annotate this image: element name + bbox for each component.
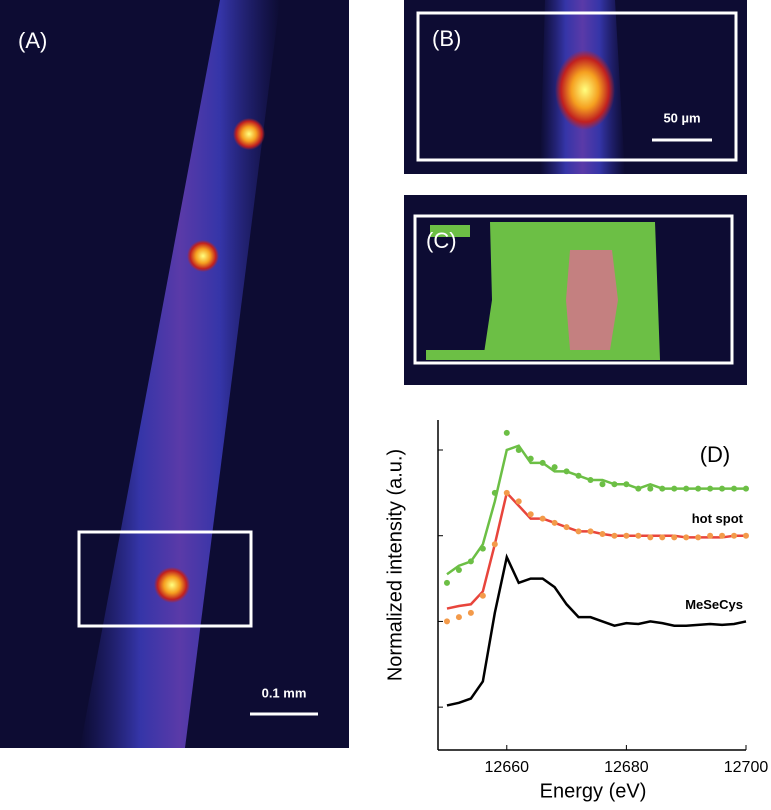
data-point bbox=[467, 609, 474, 616]
panel-b: (B) 50 µm bbox=[404, 0, 747, 174]
data-point bbox=[695, 485, 702, 492]
data-line bbox=[446, 553, 747, 707]
panel-label: (C) bbox=[426, 228, 457, 253]
data-point bbox=[647, 534, 654, 541]
data-point bbox=[563, 468, 570, 475]
data-point bbox=[635, 485, 642, 492]
hot-spot bbox=[233, 118, 265, 150]
hot-spot bbox=[154, 567, 190, 603]
series-label: MeSeCys bbox=[685, 597, 743, 612]
data-point bbox=[635, 532, 642, 539]
data-point bbox=[719, 485, 726, 492]
data-point bbox=[575, 472, 582, 479]
series-label: hot spot bbox=[692, 511, 744, 526]
data-point bbox=[707, 532, 714, 539]
data-point bbox=[551, 464, 558, 471]
data-point bbox=[671, 485, 678, 492]
data-point bbox=[587, 477, 594, 483]
data-point bbox=[707, 485, 714, 492]
y-axis-label: Normalized intensity (a.u.) bbox=[384, 449, 406, 681]
frame bbox=[413, 214, 734, 365]
data-point bbox=[743, 485, 749, 492]
data-point bbox=[611, 532, 618, 539]
data-point bbox=[443, 618, 450, 625]
pink-region bbox=[566, 250, 618, 350]
scale-label: 50 µm bbox=[663, 110, 700, 125]
data-point bbox=[731, 532, 738, 539]
data-point bbox=[659, 485, 666, 492]
chart-d: (D) Energy (eV) Normalized intensity (a.… bbox=[384, 420, 768, 802]
panel-label: (A) bbox=[18, 28, 47, 53]
data-point bbox=[683, 485, 690, 492]
data-point bbox=[623, 481, 630, 488]
data-point bbox=[647, 485, 654, 492]
data-point bbox=[671, 534, 678, 541]
root-band bbox=[80, 0, 280, 748]
data-point bbox=[443, 579, 450, 586]
data-point bbox=[695, 534, 702, 541]
data-point bbox=[527, 455, 534, 462]
data-point bbox=[731, 485, 738, 492]
x-tick-label: 12660 bbox=[485, 759, 530, 776]
data-point bbox=[479, 592, 486, 599]
data-point bbox=[539, 459, 546, 466]
data-point bbox=[515, 498, 522, 505]
data-point bbox=[479, 545, 486, 552]
data-point bbox=[527, 511, 534, 518]
data-point bbox=[611, 481, 618, 488]
data-point bbox=[551, 519, 558, 526]
panel-label: (D) bbox=[700, 442, 731, 467]
data-point bbox=[623, 532, 630, 539]
green-region bbox=[430, 225, 470, 237]
data-point bbox=[575, 528, 582, 535]
data-point bbox=[491, 541, 498, 548]
x-tick-label: 12700 bbox=[724, 759, 769, 776]
data-point bbox=[503, 429, 510, 436]
scale-label: 0.1 mm bbox=[262, 685, 307, 700]
x-axis-label: Energy (eV) bbox=[540, 780, 647, 802]
data-point bbox=[467, 558, 474, 565]
panel-label: (B) bbox=[432, 26, 461, 51]
data-point bbox=[719, 532, 726, 539]
panel-a: (A) 0.1 mm bbox=[0, 0, 349, 748]
hot-spot bbox=[187, 240, 219, 272]
data-point bbox=[515, 447, 522, 453]
zoom-box bbox=[77, 530, 253, 628]
data-point bbox=[599, 531, 606, 537]
x-tick-label: 12680 bbox=[604, 759, 649, 776]
hot-spot bbox=[555, 50, 615, 130]
data-point bbox=[743, 532, 749, 539]
data-point bbox=[539, 515, 546, 522]
data-point bbox=[599, 481, 606, 488]
green-region bbox=[426, 350, 486, 360]
data-point bbox=[503, 489, 510, 496]
data-point bbox=[683, 534, 690, 541]
data-point bbox=[659, 534, 666, 541]
frame bbox=[416, 11, 738, 162]
data-point bbox=[455, 567, 462, 573]
data-point bbox=[587, 528, 594, 535]
panel-c: (C) bbox=[404, 195, 747, 385]
data-point bbox=[455, 614, 462, 621]
data-point bbox=[491, 489, 498, 496]
data-point bbox=[563, 524, 570, 531]
